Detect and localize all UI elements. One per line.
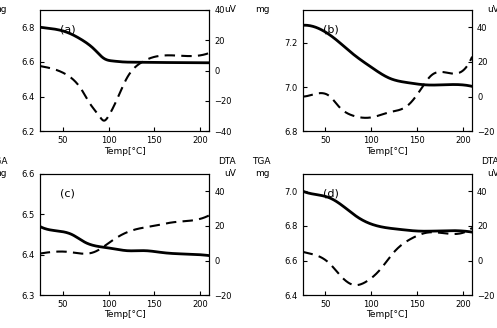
Text: TGA: TGA (251, 0, 270, 2)
Text: uV: uV (488, 169, 497, 178)
Text: DTA: DTA (481, 157, 497, 166)
X-axis label: Temp[°C]: Temp[°C] (366, 147, 408, 155)
Text: mg: mg (0, 169, 7, 178)
Text: TGA: TGA (251, 157, 270, 166)
Text: uV: uV (225, 5, 237, 14)
Text: DTA: DTA (481, 0, 497, 2)
Text: mg: mg (255, 5, 269, 14)
Text: (c): (c) (60, 188, 75, 198)
Text: DTA: DTA (218, 157, 236, 166)
X-axis label: Temp[°C]: Temp[°C] (104, 147, 146, 155)
Text: TGA: TGA (0, 0, 7, 2)
Text: (b): (b) (323, 24, 338, 34)
Text: DTA: DTA (218, 0, 236, 2)
Text: uV: uV (488, 5, 497, 14)
Text: mg: mg (255, 169, 269, 178)
Text: uV: uV (225, 169, 237, 178)
Text: (a): (a) (60, 24, 76, 34)
X-axis label: Temp[°C]: Temp[°C] (366, 310, 408, 319)
Text: (d): (d) (323, 188, 339, 198)
X-axis label: Temp[°C]: Temp[°C] (104, 310, 146, 319)
Text: mg: mg (0, 5, 7, 14)
Text: TGA: TGA (0, 157, 7, 166)
